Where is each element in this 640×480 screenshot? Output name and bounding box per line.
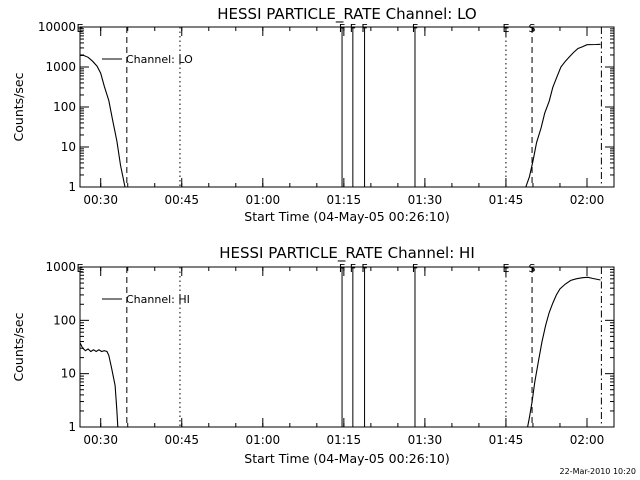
y-tick-label: 1 [68, 180, 76, 194]
x-tick-label: 01:45 [489, 433, 524, 447]
event-marker-label: F [350, 262, 356, 275]
y-tick-label: 1000 [45, 260, 76, 274]
panel-lo: HESSI PARTICLE_RATE Channel: LO 1 10 100 100… [11, 5, 615, 224]
x-tick-label: 01:30 [408, 433, 443, 447]
legend-label: Channel: HI [126, 293, 190, 306]
event-marker-label: F [412, 22, 418, 35]
series-line-segment [80, 342, 119, 427]
series-line-segment [525, 43, 601, 187]
chart-title: HESSI PARTICLE_RATE Channel: HI [219, 244, 475, 263]
x-axis-title: Start Time (04-May-05 00:26:10) [244, 451, 449, 466]
x-tick-label: 02:00 [570, 433, 605, 447]
y-tick-label: 1 [68, 420, 76, 434]
series-line-segment [80, 54, 126, 187]
x-tick-label: 02:00 [570, 193, 605, 207]
y-tick-label: 10000 [38, 20, 76, 34]
y-tick-label: 10 [61, 140, 76, 154]
event-marker-label: F [412, 262, 418, 275]
event-marker-label: F [361, 262, 367, 275]
chart-title: HESSI PARTICLE_RATE Channel: LO [217, 5, 476, 24]
x-tick-label: 01:45 [489, 193, 524, 207]
event-marker-label: E [77, 22, 84, 35]
plot-timestamp: 22-Mar-2010 10:20 [560, 467, 637, 476]
legend-label: Channel: LO [126, 53, 193, 66]
event-marker-label: S [529, 22, 536, 35]
y-tick-label: 100 [53, 100, 76, 114]
x-tick-label: 01:00 [246, 433, 281, 447]
plot-frame [79, 266, 615, 428]
event-marker-label: F [361, 22, 367, 35]
x-tick-label: 01:15 [327, 433, 362, 447]
y-axis-title: Counts/sec [11, 312, 26, 381]
x-tick-label: 00:45 [164, 193, 199, 207]
x-tick-label: 01:00 [246, 193, 281, 207]
y-tick-label: 100 [53, 313, 76, 327]
y-tick-label: 1000 [45, 60, 76, 74]
y-tick-label: 10 [61, 367, 76, 381]
event-marker-label: F [350, 22, 356, 35]
event-marker-label: E [502, 262, 509, 275]
y-axis-title: Counts/sec [11, 72, 26, 141]
series-line-segment [527, 276, 601, 427]
x-tick-label: 00:45 [164, 433, 199, 447]
x-tick-label: 00:30 [83, 433, 118, 447]
x-axis-title: Start Time (04-May-05 00:26:10) [244, 209, 449, 224]
event-marker-label: S [529, 262, 536, 275]
x-tick-label: 00:30 [83, 193, 118, 207]
event-marker-label: E [502, 22, 509, 35]
panel-hi: HESSI PARTICLE_RATE Channel: HI 1 10 100 100… [11, 244, 615, 466]
x-tick-label: 01:15 [327, 193, 362, 207]
event-marker-label: E [77, 262, 84, 275]
x-tick-label: 01:30 [408, 193, 443, 207]
event-marker-label: F [339, 262, 345, 275]
event-marker-label: F [339, 22, 345, 35]
